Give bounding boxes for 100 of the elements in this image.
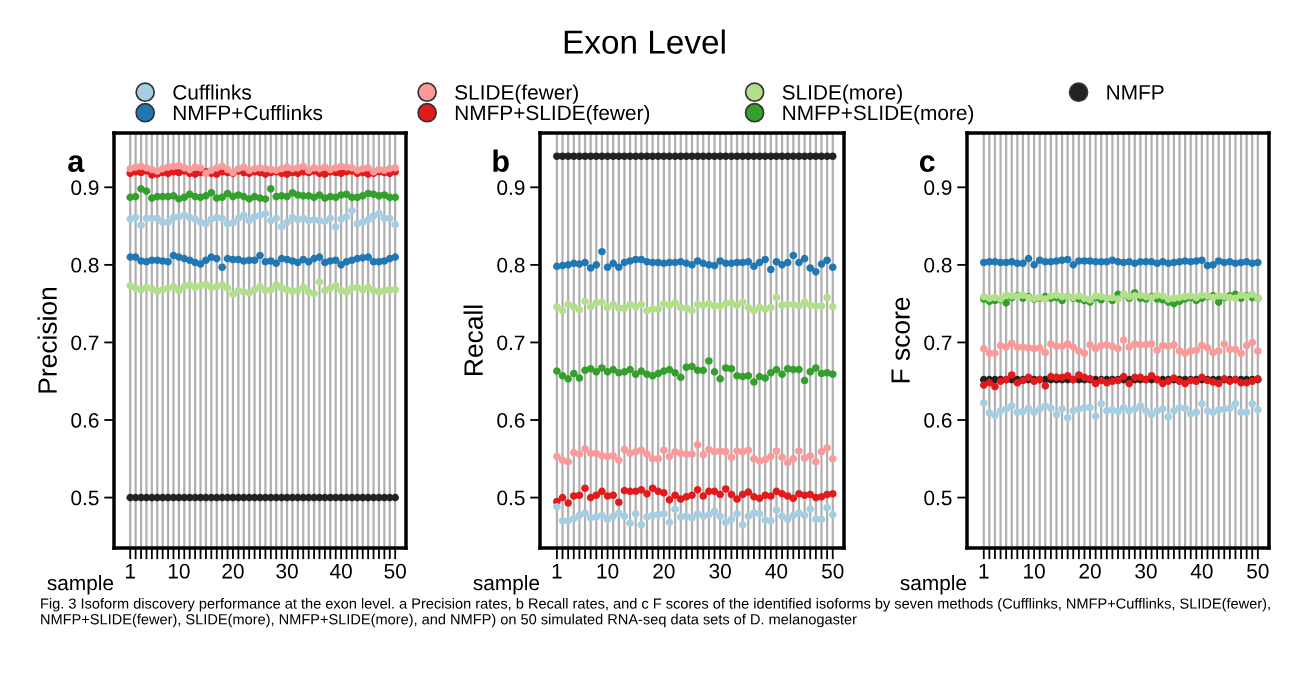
point [1007, 402, 1016, 410]
point [828, 510, 837, 519]
y-tick-label: 0.8 [924, 257, 952, 273]
point [716, 302, 724, 310]
point [671, 491, 679, 500]
x-tick-label: 10 [1024, 563, 1045, 579]
point [1097, 399, 1106, 408]
point [164, 257, 172, 266]
point [671, 368, 679, 377]
point [223, 189, 232, 198]
point [1198, 399, 1206, 408]
y-tick-label: 0.7 [71, 335, 99, 351]
point [828, 302, 837, 311]
point [738, 520, 747, 529]
y-tick-label: 0.9 [497, 180, 525, 196]
x-axis-title: sample [900, 574, 967, 595]
point [1214, 379, 1223, 388]
point [615, 509, 623, 517]
point [553, 367, 561, 375]
y-tick-label: 0.7 [497, 335, 525, 351]
point [592, 261, 601, 269]
legend-label: SLIDE(fewer) [455, 84, 578, 104]
point [671, 505, 679, 514]
point [789, 454, 798, 463]
point [828, 263, 837, 271]
point [1242, 341, 1251, 350]
point [795, 365, 803, 374]
point [688, 306, 696, 315]
point [1002, 299, 1010, 307]
point [631, 370, 640, 379]
point [828, 454, 837, 463]
point [1242, 408, 1251, 417]
point [693, 486, 702, 494]
point [688, 362, 696, 371]
point [364, 253, 372, 261]
point [1114, 344, 1122, 353]
chart-title: Exon Level [564, 29, 725, 54]
point [800, 254, 809, 263]
point [196, 164, 205, 172]
point [1130, 405, 1139, 413]
point [267, 185, 275, 193]
point [637, 446, 646, 455]
point [1125, 343, 1133, 351]
point [665, 365, 674, 374]
x-axis-title: sample [47, 574, 114, 595]
point [299, 283, 308, 292]
point [991, 349, 999, 358]
x-tick-label: 50 [384, 563, 406, 579]
point [828, 370, 837, 379]
point [688, 513, 696, 522]
point [202, 192, 210, 200]
point [391, 193, 399, 202]
point [1002, 343, 1010, 351]
point [1170, 406, 1178, 415]
point [1158, 292, 1167, 300]
point [272, 259, 281, 268]
point [581, 484, 589, 493]
point [795, 258, 803, 267]
point [1192, 346, 1201, 354]
point [755, 510, 764, 518]
point [1125, 379, 1133, 388]
point [1203, 344, 1212, 352]
point [1047, 404, 1055, 413]
y-axis-title: F score [891, 297, 910, 383]
point [688, 450, 696, 458]
y-tick-label: 0.5 [497, 490, 525, 506]
point [283, 192, 291, 201]
point [1041, 348, 1050, 357]
y-tick-label: 0.6 [497, 413, 525, 428]
point [1209, 261, 1217, 269]
point [1024, 254, 1033, 263]
point [223, 284, 232, 292]
point [1063, 413, 1072, 422]
point [212, 254, 221, 263]
x-tick-label: 30 [1135, 563, 1157, 579]
point [783, 258, 792, 267]
point [564, 517, 572, 525]
point [828, 489, 837, 498]
point [391, 164, 399, 172]
point [733, 495, 741, 503]
point [727, 365, 736, 373]
point [789, 494, 798, 503]
x-tick-label: 30 [709, 563, 731, 579]
x-tick-label: 1 [979, 564, 989, 579]
point [229, 219, 237, 227]
point [1237, 349, 1245, 358]
point [660, 446, 668, 455]
point [744, 488, 753, 496]
point [277, 223, 286, 231]
y-tick-label: 0.8 [71, 257, 99, 273]
x-tick-label: 20 [1079, 563, 1101, 579]
point [169, 282, 178, 291]
point [733, 510, 741, 518]
point [175, 286, 183, 295]
point [817, 302, 826, 310]
point [716, 490, 724, 499]
y-tick-label: 0.9 [924, 180, 952, 196]
point [699, 492, 708, 500]
point [744, 371, 753, 380]
point [1007, 371, 1016, 379]
